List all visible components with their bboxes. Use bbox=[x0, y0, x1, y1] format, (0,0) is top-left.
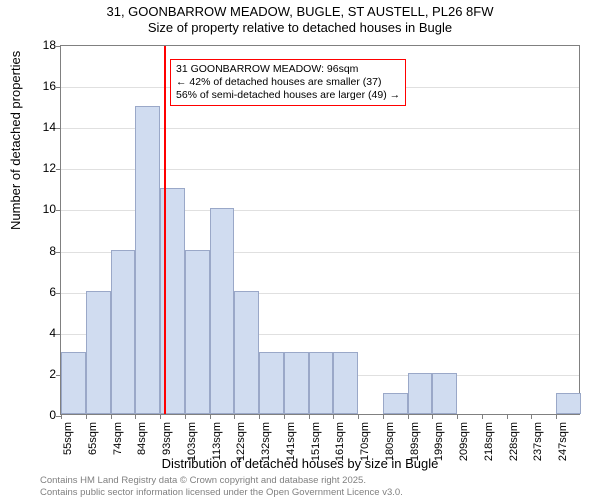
footer-attribution: Contains HM Land Registry data © Crown c… bbox=[40, 475, 403, 498]
xtick-mark bbox=[135, 414, 136, 419]
ytick-mark bbox=[56, 128, 61, 129]
xtick-label: 189sqm bbox=[409, 422, 421, 462]
xtick-label: 132sqm bbox=[260, 422, 272, 462]
histogram-bar bbox=[556, 393, 581, 414]
histogram-bar bbox=[284, 352, 309, 414]
histogram-bar bbox=[432, 373, 457, 414]
xtick-label: 199sqm bbox=[433, 422, 445, 462]
xtick-label: 74sqm bbox=[112, 422, 124, 462]
annotation-callout: 31 GOONBARROW MEADOW: 96sqm← 42% of deta… bbox=[170, 59, 406, 106]
xtick-mark bbox=[185, 414, 186, 419]
xtick-mark bbox=[457, 414, 458, 419]
ytick-mark bbox=[56, 46, 61, 47]
ytick-label: 8 bbox=[49, 244, 56, 258]
xtick-mark bbox=[432, 414, 433, 419]
xtick-label: 122sqm bbox=[235, 422, 247, 462]
histogram-bar bbox=[185, 250, 210, 414]
xtick-mark bbox=[160, 414, 161, 419]
annotation-line: ← 42% of detached houses are smaller (37… bbox=[176, 76, 400, 89]
xtick-label: 65sqm bbox=[87, 422, 99, 462]
ytick-mark bbox=[56, 334, 61, 335]
xtick-mark bbox=[284, 414, 285, 419]
xtick-label: 55sqm bbox=[62, 422, 74, 462]
xtick-mark bbox=[210, 414, 211, 419]
xtick-label: 209sqm bbox=[458, 422, 470, 462]
ytick-label: 6 bbox=[49, 285, 56, 299]
xtick-label: 161sqm bbox=[334, 422, 346, 462]
xtick-mark bbox=[61, 414, 62, 419]
xtick-mark bbox=[507, 414, 508, 419]
chart-title: 31, GOONBARROW MEADOW, BUGLE, ST AUSTELL… bbox=[0, 0, 600, 35]
xtick-mark bbox=[309, 414, 310, 419]
xtick-mark bbox=[86, 414, 87, 419]
xtick-mark bbox=[111, 414, 112, 419]
ytick-label: 0 bbox=[49, 408, 56, 422]
annotation-line: 31 GOONBARROW MEADOW: 96sqm bbox=[176, 63, 400, 76]
ytick-label: 12 bbox=[43, 161, 56, 175]
xtick-label: 170sqm bbox=[359, 422, 371, 462]
ytick-mark bbox=[56, 252, 61, 253]
title-line-2: Size of property relative to detached ho… bbox=[0, 20, 600, 35]
histogram-bar bbox=[86, 291, 111, 414]
ytick-mark bbox=[56, 169, 61, 170]
ytick-label: 2 bbox=[49, 367, 56, 381]
histogram-bar bbox=[408, 373, 433, 414]
histogram-bar bbox=[259, 352, 284, 414]
xtick-mark bbox=[259, 414, 260, 419]
xtick-label: 103sqm bbox=[186, 422, 198, 462]
histogram-bar bbox=[333, 352, 358, 414]
ytick-label: 10 bbox=[43, 202, 56, 216]
xtick-label: 141sqm bbox=[285, 422, 297, 462]
xtick-label: 93sqm bbox=[161, 422, 173, 462]
xtick-mark bbox=[482, 414, 483, 419]
reference-line bbox=[164, 46, 166, 414]
xtick-mark bbox=[531, 414, 532, 419]
histogram-bar bbox=[234, 291, 259, 414]
ytick-label: 18 bbox=[43, 38, 56, 52]
ytick-mark bbox=[56, 210, 61, 211]
xtick-label: 113sqm bbox=[211, 422, 223, 462]
xtick-label: 247sqm bbox=[557, 422, 569, 462]
title-line-1: 31, GOONBARROW MEADOW, BUGLE, ST AUSTELL… bbox=[0, 4, 600, 19]
footer-line-2: Contains public sector information licen… bbox=[40, 487, 403, 498]
y-axis-label: Number of detached properties bbox=[8, 51, 23, 230]
xtick-label: 180sqm bbox=[384, 422, 396, 462]
histogram-bar bbox=[111, 250, 136, 414]
ytick-label: 16 bbox=[43, 79, 56, 93]
histogram-bar bbox=[383, 393, 408, 414]
xtick-mark bbox=[408, 414, 409, 419]
xtick-mark bbox=[556, 414, 557, 419]
xtick-mark bbox=[234, 414, 235, 419]
histogram-bar bbox=[309, 352, 334, 414]
xtick-label: 237sqm bbox=[532, 422, 544, 462]
xtick-mark bbox=[358, 414, 359, 419]
histogram-bar bbox=[135, 106, 160, 414]
ytick-mark bbox=[56, 87, 61, 88]
ytick-mark bbox=[56, 293, 61, 294]
xtick-label: 218sqm bbox=[483, 422, 495, 462]
histogram-bar bbox=[61, 352, 86, 414]
xtick-label: 228sqm bbox=[508, 422, 520, 462]
xtick-label: 151sqm bbox=[310, 422, 322, 462]
xtick-mark bbox=[333, 414, 334, 419]
annotation-line: 56% of semi-detached houses are larger (… bbox=[176, 89, 400, 102]
ytick-label: 14 bbox=[43, 120, 56, 134]
histogram-bar bbox=[210, 208, 235, 414]
xtick-mark bbox=[383, 414, 384, 419]
footer-line-1: Contains HM Land Registry data © Crown c… bbox=[40, 475, 403, 486]
ytick-label: 4 bbox=[49, 326, 56, 340]
xtick-label: 84sqm bbox=[136, 422, 148, 462]
chart-plot-area: 31 GOONBARROW MEADOW: 96sqm← 42% of deta… bbox=[60, 45, 580, 415]
